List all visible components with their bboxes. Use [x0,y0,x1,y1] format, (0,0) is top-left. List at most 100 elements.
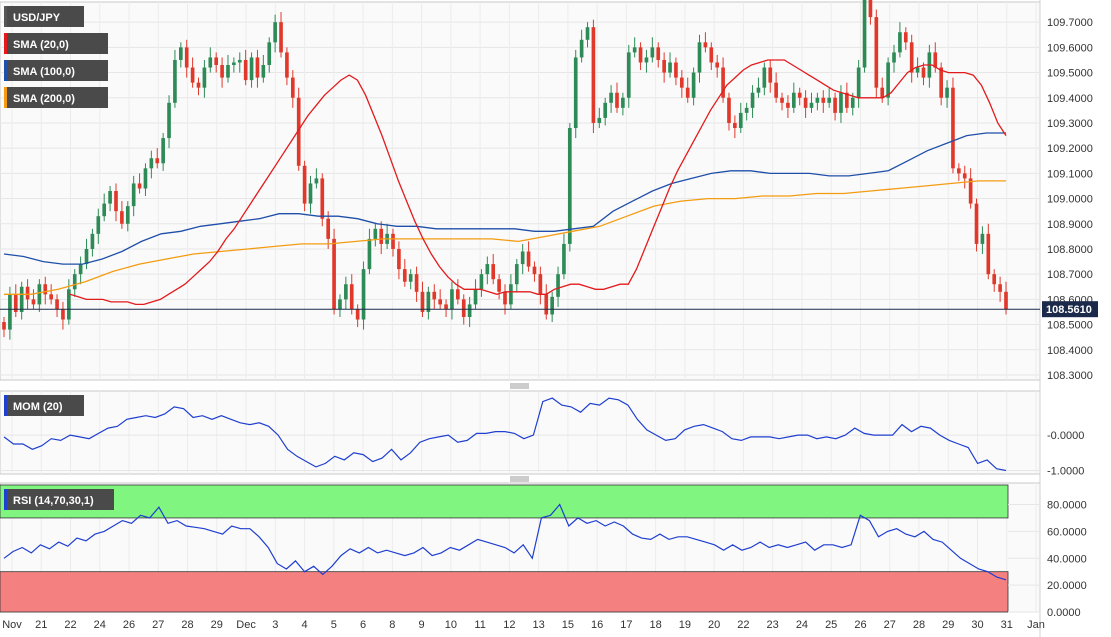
mom-tick-label: -1.0000 [1047,465,1084,477]
sma-100-line [3,132,1006,265]
momentum-line [3,397,1007,472]
candle-body [644,57,649,63]
candle-body [55,299,59,310]
legend-swatch [4,60,7,81]
rsi-legend[interactable]: RSI (14,70,30,1) [4,489,114,510]
last-price-label: 108.5610 [1046,304,1092,316]
time-tick-label: 4 [302,619,308,631]
time-tick-label: 9 [419,619,425,631]
legend-item[interactable]: SMA (20,0) [4,33,108,54]
candle-body [37,284,42,305]
candle-body [249,57,254,81]
candle-body [674,62,678,78]
legend-label: RSI (14,70,30,1) [13,495,94,507]
candle-body [120,211,124,224]
legend-label: SMA (20,0) [13,39,69,51]
candle-body [438,299,442,305]
candle-body [656,47,661,60]
candle-body [886,62,890,98]
time-tick-label: 19 [679,619,691,631]
candle-body [391,233,395,249]
candle-body [338,299,342,310]
time-tick-label: 16 [591,619,603,631]
candle-body [615,92,619,108]
panel-splitter-icon[interactable] [510,383,529,389]
time-tick-label: 24 [796,619,808,631]
candle-body [809,102,814,108]
candle-body [96,216,101,234]
candle-body [980,233,985,244]
candle-body [544,294,549,315]
price-tick-label: 109.5000 [1047,68,1093,80]
candle-body [797,92,802,98]
legend-item[interactable]: USD/JPY [4,6,84,27]
rsi-tick-label: 60.0000 [1047,526,1087,538]
candle-body [161,138,165,164]
candle-body [703,42,708,48]
candle-body [43,284,48,295]
candle-body [562,243,566,275]
candle-body [550,296,554,315]
candle-body [780,97,784,103]
legend-swatch [4,33,7,54]
legend-item[interactable]: SMA (100,0) [4,60,108,81]
candle-body [273,22,277,43]
candle-body [532,266,537,275]
candle-body [632,47,637,53]
candle-body [402,269,407,282]
candle-body [473,289,478,305]
time-tick-label: 29 [942,619,954,631]
candle-body [986,233,991,275]
candle-body [957,168,961,174]
sma-200-line [4,180,1006,295]
candle-body [108,191,112,204]
legend-swatch [4,395,7,416]
candle-body [880,87,885,98]
candle-body [1004,291,1008,310]
last-price-badge [1042,301,1098,318]
panel-splitter-icon[interactable] [510,476,529,482]
candle-body [149,158,154,169]
price-panel [0,1,1041,381]
time-tick-label: 11 [474,619,485,631]
candle-body [25,286,30,300]
time-tick-label: 21 [35,619,47,631]
legend-swatch [4,6,7,27]
candle-body [155,158,160,164]
legend-item[interactable]: SMA (200,0) [4,87,108,108]
candle-body [114,191,118,212]
candle-body [845,92,849,108]
candle-body [326,218,331,239]
candle-body [903,32,908,43]
candle-body [173,59,177,103]
candle-body [509,284,513,305]
legend-box [4,6,84,27]
candle-body [349,284,354,310]
candle-body [750,92,755,108]
candle-body [61,309,65,320]
candle-body [697,42,702,73]
time-tick-label: 28 [181,619,193,631]
candle-body [102,203,107,217]
candle-body [850,97,855,108]
candle-body [379,228,384,244]
candle-body [220,65,224,78]
candle-body [2,322,6,330]
candle-body [733,122,737,128]
candle-body [715,62,720,68]
candle-body [998,284,1002,292]
candle-body [214,57,219,65]
momentum-legend[interactable]: MOM (20) [4,395,84,416]
rsi-tick-label: 40.0000 [1047,553,1087,565]
legend-swatch [4,87,7,108]
candle-body [626,52,631,98]
candle-body [503,291,507,305]
candle-body [143,168,148,189]
candle-body [933,52,938,68]
legend-box [4,60,108,81]
time-tick-label: 17 [620,619,632,631]
price-tick-label: 108.5000 [1047,320,1093,332]
legend-box [4,489,114,510]
candle-body [232,62,236,65]
candle-body [738,112,743,128]
